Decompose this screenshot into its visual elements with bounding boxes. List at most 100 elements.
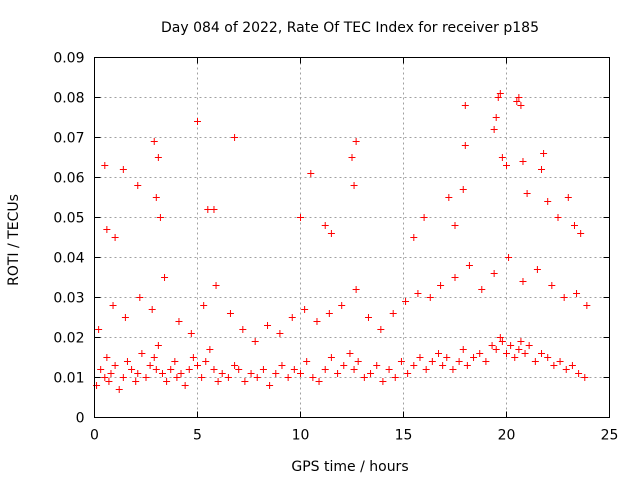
data-point [128, 366, 136, 373]
data-point [538, 350, 546, 357]
data-point [577, 230, 585, 237]
data-point [373, 362, 381, 369]
data-point [177, 370, 185, 377]
data-point [350, 366, 358, 373]
data-point [241, 378, 249, 385]
data-point [379, 378, 387, 385]
data-point [334, 370, 342, 377]
data-point [290, 366, 298, 373]
data-point [154, 342, 162, 349]
data-point [490, 126, 498, 133]
x-tick-label: 0 [90, 428, 99, 444]
data-point [97, 366, 105, 373]
data-point [142, 374, 150, 381]
data-point [235, 366, 243, 373]
data-point [150, 138, 158, 145]
data-point [519, 278, 527, 285]
plot-frame [94, 57, 610, 418]
data-point [410, 362, 418, 369]
data-point [583, 302, 591, 309]
data-point [171, 358, 179, 365]
data-point [410, 234, 418, 241]
data-point [253, 374, 261, 381]
data-point [325, 310, 333, 317]
data-point [259, 366, 267, 373]
data-point [364, 314, 372, 321]
data-point [327, 230, 335, 237]
data-point [181, 382, 189, 389]
data-point [272, 370, 280, 377]
data-point [459, 346, 467, 353]
data-point [309, 374, 317, 381]
data-point [459, 186, 467, 193]
data-point [556, 358, 564, 365]
data-point [163, 378, 171, 385]
data-point [352, 286, 360, 293]
data-point [152, 194, 160, 201]
y-tick-label: 0.03 [53, 291, 84, 307]
data-point [573, 290, 581, 297]
data-point [284, 374, 292, 381]
data-point [581, 374, 589, 381]
x-tick-label: 5 [193, 428, 202, 444]
data-point [385, 366, 393, 373]
y-axis-label: ROTI / TECUs [6, 194, 22, 286]
y-tick-label: 0.02 [53, 331, 84, 347]
data-point [251, 338, 259, 345]
data-point [360, 374, 368, 381]
data-point [313, 318, 321, 325]
data-point [560, 294, 568, 301]
data-point [492, 114, 500, 121]
data-point [210, 206, 218, 213]
data-point [224, 374, 232, 381]
data-point [389, 310, 397, 317]
data-point [548, 282, 556, 289]
data-point [523, 190, 531, 197]
data-point [416, 354, 424, 361]
data-point [109, 302, 117, 309]
data-point [550, 362, 558, 369]
data-point [538, 166, 546, 173]
data-point [544, 354, 552, 361]
ticks-layer: 0 0.01 0.02 0.03 0.04 0.05 0.06 0.07 0.08 0.09 0 5 1… [53, 51, 618, 444]
data-point [340, 362, 348, 369]
data-point [451, 274, 459, 281]
data-point [445, 194, 453, 201]
data-point [111, 234, 119, 241]
data-point [327, 354, 335, 361]
data-point [482, 358, 490, 365]
grid-layer [94, 57, 610, 418]
data-point [544, 198, 552, 205]
data-point [367, 370, 375, 377]
data-point [348, 154, 356, 161]
data-point [123, 358, 131, 365]
data-point [288, 314, 296, 321]
data-point [202, 358, 210, 365]
data-point [507, 342, 515, 349]
data-point [111, 362, 119, 369]
data-point [146, 362, 154, 369]
chart-title: Day 084 of 2022, Rate Of TEC Index for r… [161, 20, 539, 36]
data-point [301, 306, 309, 313]
y-tick-label: 0.08 [53, 91, 84, 107]
data-point [231, 134, 239, 141]
data-point [198, 374, 206, 381]
y-tick-label: 0.06 [53, 171, 84, 187]
data-point [470, 354, 478, 361]
data-point [517, 102, 525, 109]
data-point [404, 370, 412, 377]
data-point [103, 226, 111, 233]
data-point [496, 334, 504, 341]
data-point [517, 338, 525, 345]
data-point [463, 362, 471, 369]
data-point [498, 338, 506, 345]
data-point [134, 182, 142, 189]
data-point [200, 302, 208, 309]
data-point [346, 350, 354, 357]
data-point [321, 222, 329, 229]
data-point [422, 366, 430, 373]
data-point [158, 370, 166, 377]
data-point [455, 358, 463, 365]
data-point [414, 290, 422, 297]
data-point [315, 378, 323, 385]
